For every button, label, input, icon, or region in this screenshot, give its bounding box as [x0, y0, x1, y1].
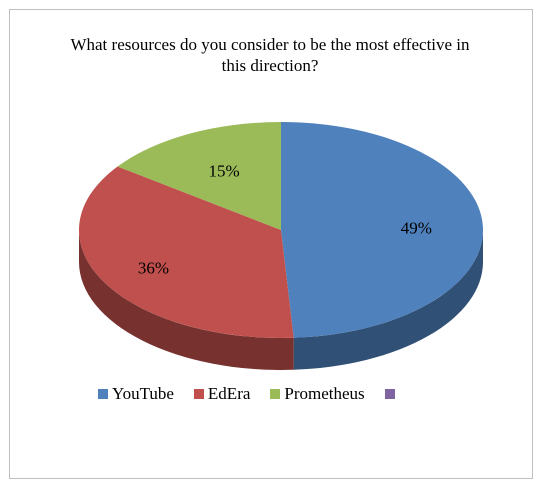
legend-swatch-prometheus — [270, 389, 281, 399]
legend-item-prometheus: Prometheus — [270, 384, 365, 404]
legend-item-edera: EdEra — [193, 384, 251, 404]
pie-labels: 49% 36% 15% — [138, 161, 432, 277]
legend-swatch-extra — [384, 389, 395, 399]
pie-tops — [78, 122, 484, 338]
data-label-youtube: 49% — [401, 219, 432, 238]
pie-side-youtube — [293, 230, 483, 370]
legend-item-extra — [384, 389, 395, 399]
pie-slice-youtube — [281, 122, 484, 338]
legend-item-youtube: YouTube — [98, 384, 174, 404]
pie-slice-prometheus — [117, 122, 281, 230]
pie-chart: 49% 36% 15% — [78, 122, 484, 370]
legend-label-edera: EdEra — [207, 384, 251, 403]
legend-swatch-edera — [193, 389, 204, 399]
chart-area: What resources do you consider to be the… — [9, 9, 533, 479]
data-label-edera: 36% — [138, 259, 169, 278]
data-label-prometheus: 15% — [209, 161, 240, 180]
pie-side-edera — [79, 230, 294, 370]
legend: YouTube EdEra Prometheus — [98, 384, 395, 404]
pie-sides — [79, 230, 483, 370]
pie-slice-edera — [78, 166, 294, 338]
legend-label-prometheus: Prometheus — [284, 384, 365, 403]
legend-label-youtube: YouTube — [112, 384, 174, 403]
legend-swatch-youtube — [98, 389, 108, 399]
chart-title: What resources do you consider to be the… — [70, 35, 470, 75]
